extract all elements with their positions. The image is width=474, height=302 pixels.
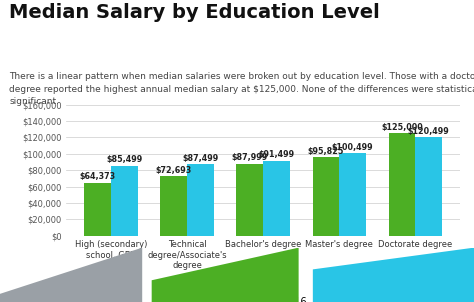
Polygon shape xyxy=(152,248,299,302)
Text: $87,499: $87,499 xyxy=(182,154,219,162)
Text: Median Salary by Education Level: Median Salary by Education Level xyxy=(9,3,380,22)
Text: $87,999: $87,999 xyxy=(232,153,268,162)
Text: There is a linear pattern when median salaries were broken out by education leve: There is a linear pattern when median sa… xyxy=(9,72,474,107)
Bar xyxy=(187,164,214,236)
Bar xyxy=(237,164,263,236)
Text: $95,825: $95,825 xyxy=(308,147,344,156)
Bar xyxy=(111,166,137,236)
Text: $120,499: $120,499 xyxy=(408,127,449,136)
Legend: 2018, 2016: 2018, 2016 xyxy=(215,294,311,302)
Text: $125,000: $125,000 xyxy=(381,123,423,132)
Bar xyxy=(415,137,442,236)
Polygon shape xyxy=(313,248,474,302)
Bar xyxy=(263,161,290,236)
Text: $85,499: $85,499 xyxy=(106,155,142,164)
Bar xyxy=(312,157,339,236)
Text: $91,499: $91,499 xyxy=(258,150,294,159)
Text: $100,499: $100,499 xyxy=(332,143,374,152)
Text: $72,693: $72,693 xyxy=(155,166,192,175)
Text: $64,373: $64,373 xyxy=(80,172,116,182)
Bar xyxy=(389,133,415,236)
Polygon shape xyxy=(0,248,142,302)
Bar xyxy=(84,183,111,236)
Bar xyxy=(339,153,366,236)
Bar xyxy=(160,176,187,236)
